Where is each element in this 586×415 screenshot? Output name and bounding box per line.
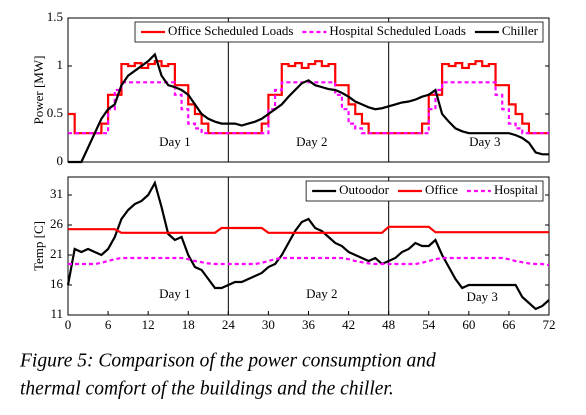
x-tick-label: 30: [262, 317, 275, 332]
y-axis-label: Temp [C]: [31, 221, 46, 271]
series-line: [68, 256, 550, 267]
x-tick-label: 72: [543, 317, 556, 332]
day-label: Day 2: [296, 134, 327, 149]
legend-label: Hospital Scheduled Loads: [329, 23, 465, 38]
day-label: Day 1: [159, 134, 190, 149]
y-tick-label: 1.5: [47, 9, 63, 24]
legend-label: Office Scheduled Loads: [168, 23, 293, 38]
x-tick-label: 18: [182, 317, 195, 332]
day-label: Day 3: [466, 289, 497, 304]
x-tick-label: 54: [422, 317, 436, 332]
x-tick-label: 0: [65, 317, 72, 332]
series-line: [68, 52, 549, 164]
x-tick-label: 24: [222, 317, 236, 332]
legend-box: [305, 180, 544, 202]
y-tick-label: 31: [50, 186, 63, 201]
y-tick-label: 0: [57, 153, 64, 168]
series-line: [68, 60, 549, 135]
series-line: [66, 180, 550, 311]
legend-box: [134, 21, 544, 43]
caption-line: thermal comfort of the buildings and the…: [20, 378, 394, 399]
x-tick-label: 42: [342, 317, 355, 332]
y-tick-label: 1: [57, 57, 64, 72]
x-tick-label: 60: [462, 317, 475, 332]
caption-line: Figure 5: Comparison of the power consum…: [19, 350, 436, 371]
legend-label: Hospital: [494, 182, 538, 197]
x-tick-label: 12: [142, 317, 155, 332]
series-line: [68, 225, 549, 234]
y-tick-label: 26: [50, 216, 64, 231]
y-tick-label: 21: [50, 246, 63, 261]
plot-frame: [67, 17, 550, 163]
day-label: Day 1: [159, 286, 190, 301]
y-tick-label: 0.5: [47, 105, 63, 120]
x-tick-label: 36: [302, 317, 316, 332]
y-tick-label: 16: [50, 276, 64, 291]
x-tick-label: 6: [105, 317, 112, 332]
y-tick-label: 11: [50, 306, 63, 321]
legend-label: Office: [425, 182, 458, 197]
x-tick-label: 48: [382, 317, 395, 332]
legend-label: Chiller: [502, 23, 539, 38]
x-tick-label: 66: [502, 317, 516, 332]
legend-label: Outoodor: [339, 182, 390, 197]
y-axis-label: Power [MW]: [31, 56, 46, 125]
day-label: Day 2: [306, 286, 337, 301]
series-line: [68, 81, 549, 135]
day-label: Day 3: [469, 134, 500, 149]
